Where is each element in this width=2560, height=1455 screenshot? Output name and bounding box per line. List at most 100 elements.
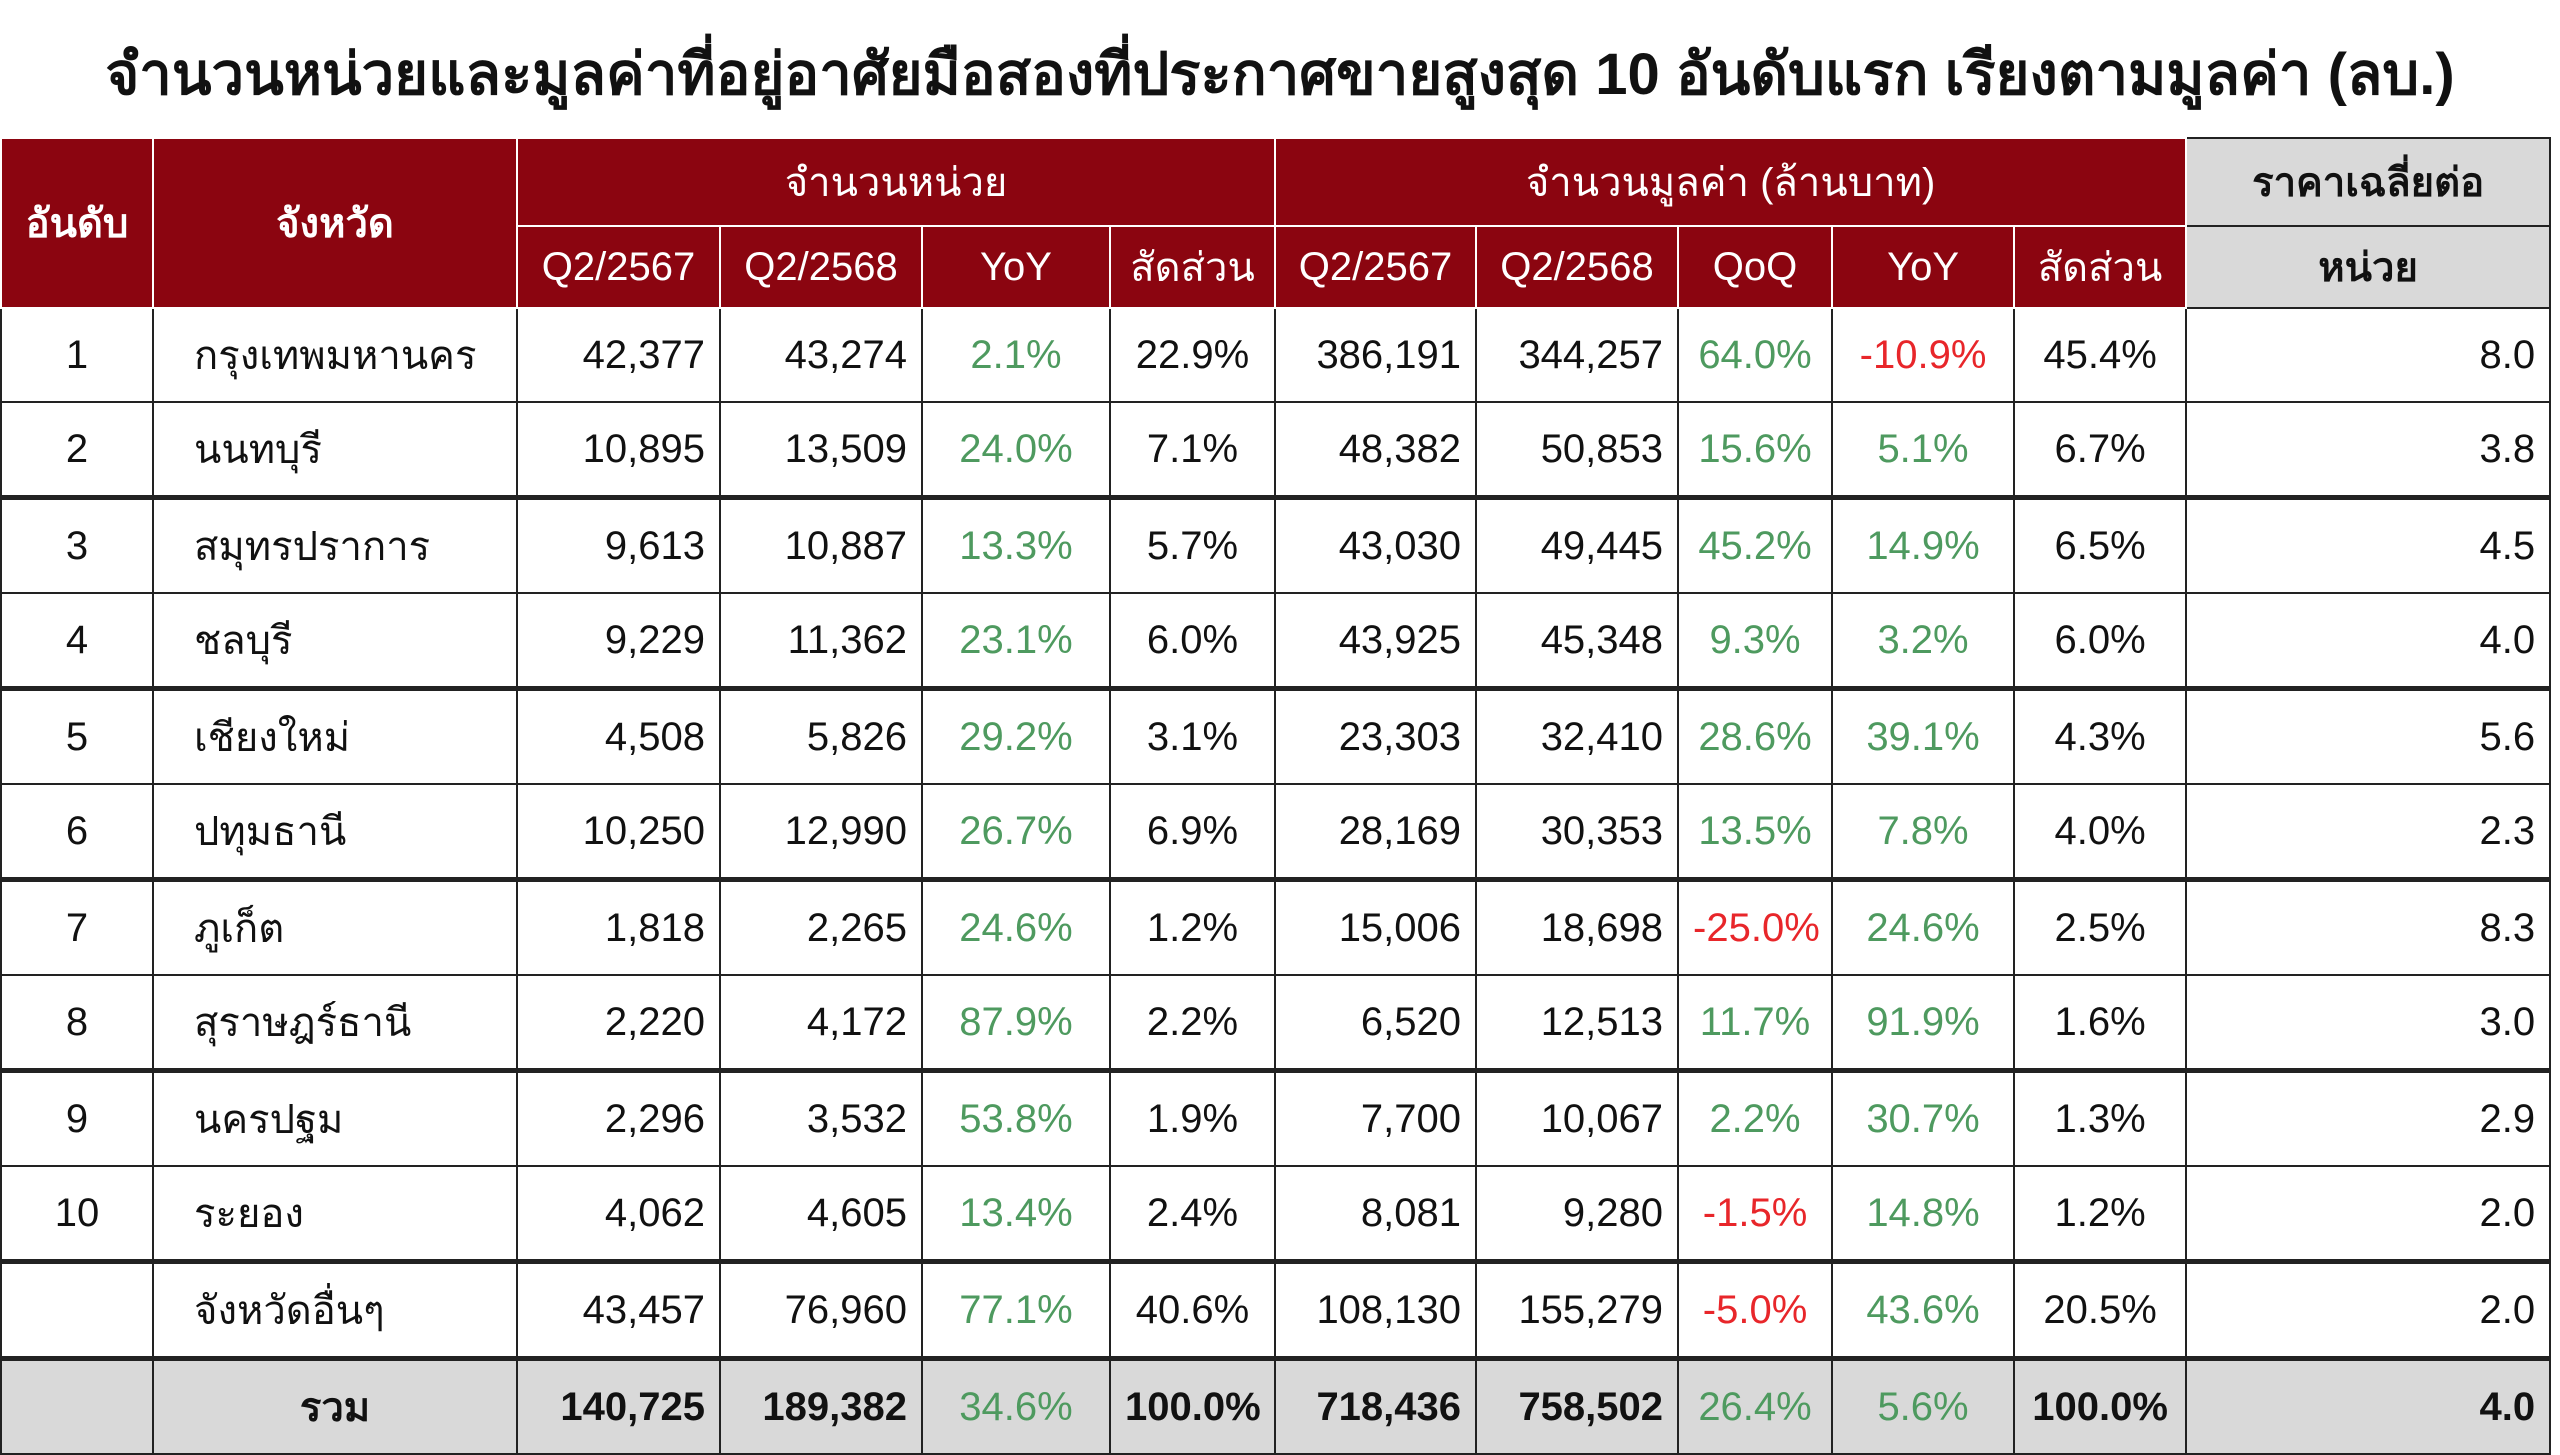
u67-cell: 2,296 [516, 1068, 721, 1167]
rank-cell: 9 [0, 1068, 154, 1167]
vqoq-cell: -25.0% [1677, 877, 1834, 976]
vqoq-cell: 13.5% [1677, 783, 1834, 881]
u68-cell: 5,826 [719, 686, 923, 785]
avg-cell: 2.0 [2185, 1165, 2552, 1263]
vyoy-cell: 43.6% [1831, 1259, 2016, 1360]
vyoy-cell: 30.7% [1831, 1068, 2016, 1167]
avg-cell: 8.0 [2185, 307, 2552, 403]
total-rank-cell [0, 1356, 154, 1455]
table-row: 10 ระยอง 4,062 4,605 13.4% 2.4% 8,081 9,280 -1.5… [0, 1165, 2552, 1263]
total-u67-cell: 140,725 [516, 1356, 721, 1455]
table-row: จังหวัดอื่นๆ 43,457 76,960 77.1% 40.6% 108,13… [0, 1259, 2552, 1360]
vqoq-cell: 15.6% [1677, 401, 1834, 499]
v68-cell: 18,698 [1475, 877, 1680, 976]
vyoy-cell: 24.6% [1831, 877, 2016, 976]
v67-cell: 108,130 [1274, 1259, 1478, 1360]
ushare-cell: 6.0% [1108, 592, 1277, 690]
header-avg-price: ราคาเฉลี่ยต่อ [2185, 137, 2552, 227]
vqoq-cell: 9.3% [1677, 592, 1834, 690]
v67-cell: 48,382 [1274, 401, 1478, 499]
vyoy-cell: 14.9% [1831, 495, 2016, 594]
province-cell: กรุงเทพมหานคร [152, 307, 518, 403]
province-cell: ปทุมธานี [152, 783, 518, 881]
avg-cell: 8.3 [2185, 877, 2552, 976]
ushare-cell: 22.9% [1108, 307, 1277, 403]
avg-cell: 2.0 [2185, 1259, 2552, 1360]
ushare-cell: 2.4% [1108, 1165, 1277, 1263]
vqoq-cell: 64.0% [1677, 307, 1834, 403]
total-avg-cell: 4.0 [2185, 1356, 2552, 1455]
rank-cell: 3 [0, 495, 154, 594]
rank-cell [0, 1259, 154, 1360]
uyoy-cell: 13.4% [921, 1165, 1111, 1263]
total-vyoy-cell: 5.6% [1831, 1356, 2016, 1455]
header-units-q2-2568: Q2/2568 [719, 225, 923, 309]
table-row: 3 สมุทรปราการ 9,613 10,887 13.3% 5.7% 43,030 49… [0, 495, 2552, 594]
v68-cell: 32,410 [1475, 686, 1680, 785]
v67-cell: 43,925 [1274, 592, 1478, 690]
vshare-cell: 1.3% [2013, 1068, 2188, 1167]
table-row: 6 ปทุมธานี 10,250 12,990 26.7% 6.9% 28,169 30,3… [0, 783, 2552, 881]
rank-cell: 10 [0, 1165, 154, 1263]
table-row: 8 สุราษฎร์ธานี 2,220 4,172 87.9% 2.2% 6,520 12,… [0, 974, 2552, 1072]
header-province: จังหวัด [152, 137, 518, 309]
province-cell: ชลบุรี [152, 592, 518, 690]
vyoy-cell: 14.8% [1831, 1165, 2016, 1263]
header-units-group: จำนวนหน่วย [515, 137, 1277, 227]
vshare-cell: 6.0% [2013, 592, 2188, 690]
u68-cell: 76,960 [719, 1259, 923, 1360]
header-value-q2-2568: Q2/2568 [1475, 225, 1680, 309]
v68-cell: 344,257 [1475, 307, 1680, 403]
uyoy-cell: 53.8% [921, 1068, 1111, 1167]
v67-cell: 43,030 [1274, 495, 1478, 594]
u68-cell: 12,990 [719, 783, 923, 881]
header-units-q2-2567: Q2/2567 [516, 225, 721, 309]
rank-cell: 6 [0, 783, 154, 881]
rank-cell: 5 [0, 686, 154, 785]
uyoy-cell: 77.1% [921, 1259, 1111, 1360]
vyoy-cell: 39.1% [1831, 686, 2016, 785]
vshare-cell: 4.3% [2013, 686, 2188, 785]
v67-cell: 386,191 [1274, 307, 1478, 403]
vqoq-cell: -1.5% [1677, 1165, 1834, 1263]
v67-cell: 7,700 [1274, 1068, 1478, 1167]
u67-cell: 10,250 [516, 783, 721, 881]
province-cell: เชียงใหม่ [152, 686, 518, 785]
table-row: 5 เชียงใหม่ 4,508 5,826 29.2% 3.1% 23,303 32,41… [0, 686, 2552, 785]
uyoy-cell: 13.3% [921, 495, 1111, 594]
u68-cell: 3,532 [719, 1068, 923, 1167]
province-cell: ระยอง [152, 1165, 518, 1263]
u67-cell: 10,895 [516, 401, 721, 499]
total-uyoy-cell: 34.6% [921, 1356, 1111, 1455]
u68-cell: 13,509 [719, 401, 923, 499]
rank-cell: 7 [0, 877, 154, 976]
table-row: 9 นครปฐม 2,296 3,532 53.8% 1.9% 7,700 10,067 2.2… [0, 1068, 2552, 1167]
header-value-yoy: YoY [1831, 225, 2016, 309]
vshare-cell: 6.5% [2013, 495, 2188, 594]
avg-cell: 4.0 [2185, 592, 2552, 690]
vshare-cell: 1.6% [2013, 974, 2188, 1072]
u68-cell: 4,605 [719, 1165, 923, 1263]
vyoy-cell: 7.8% [1831, 783, 2016, 881]
ushare-cell: 1.2% [1108, 877, 1277, 976]
u67-cell: 1,818 [516, 877, 721, 976]
province-cell: จังหวัดอื่นๆ [152, 1259, 518, 1360]
province-cell: ภูเก็ต [152, 877, 518, 976]
v68-cell: 9,280 [1475, 1165, 1680, 1263]
province-cell: นครปฐม [152, 1068, 518, 1167]
uyoy-cell: 24.0% [921, 401, 1111, 499]
v68-cell: 12,513 [1475, 974, 1680, 1072]
uyoy-cell: 2.1% [921, 307, 1111, 403]
avg-cell: 5.6 [2185, 686, 2552, 785]
v67-cell: 15,006 [1274, 877, 1478, 976]
vshare-cell: 20.5% [2013, 1259, 2188, 1360]
u68-cell: 10,887 [719, 495, 923, 594]
header-rank: อันดับ [0, 137, 154, 309]
header-avg-price-unit: หน่วย [2185, 225, 2552, 309]
table-row: 2 นนทบุรี 10,895 13,509 24.0% 7.1% 48,382 50,85… [0, 401, 2552, 499]
u67-cell: 4,062 [516, 1165, 721, 1263]
listing-table: อันดับ จังหวัด จำนวนหน่วย จำนวนมูลค่า (ล… [0, 137, 2552, 1455]
rank-cell: 1 [0, 307, 154, 403]
v68-cell: 49,445 [1475, 495, 1680, 594]
rank-cell: 8 [0, 974, 154, 1072]
